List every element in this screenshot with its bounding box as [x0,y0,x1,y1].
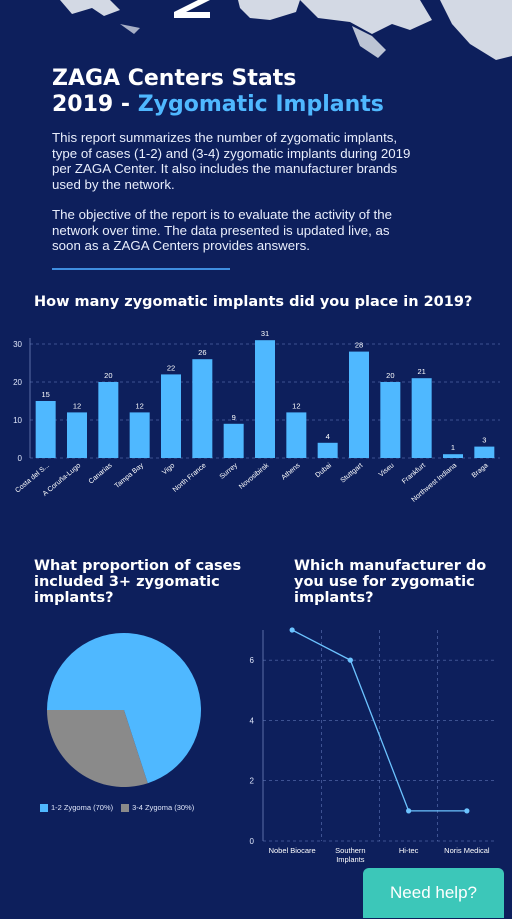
bar-x-tick-label: Novosibirsk [238,462,271,491]
bar-x-tick-label: Stuttgart [340,462,365,484]
question-case-proportion: What proportion of cases included 3+ zyg… [34,558,242,606]
pie-slice [47,633,201,784]
bar-data-label: 4 [326,432,330,441]
zaga-logo [174,0,210,18]
bar-x-tick-label: Canarias [88,462,114,486]
line-y-tick-label: 4 [250,716,255,725]
bar [98,382,119,458]
line-x-tick-label: Nobel Biocare [269,846,316,855]
bar-y-tick-label: 20 [13,378,22,387]
bar [443,454,463,458]
line-x-tick-label: Southern [335,846,365,855]
bar-x-tick-label: Frankfurt [401,462,427,485]
bar-data-label: 26 [198,348,206,357]
world-map-background [60,0,512,60]
line-point [464,808,470,814]
bar [255,340,275,458]
bar-data-label: 3 [482,436,486,445]
bar-data-label: 1 [451,443,455,452]
line-series [291,629,467,812]
bar-x-tick-label: Vigo [161,462,176,476]
bar-x-tick-label: Dubai [314,462,333,479]
bar-data-label: 12 [73,401,81,410]
bar-data-label: 21 [417,367,425,376]
bar-x-tick-label: Braga [471,462,490,479]
bar-x-tick-label: Surrey [219,462,240,481]
intro-paragraph-2: The objective of the report is to evalua… [52,207,392,253]
legend-label-3-4: 3-4 Zygoma (30%) [132,803,195,812]
bar-data-label: 28 [355,341,363,350]
bar-y-tick-label: 30 [13,340,22,349]
line-x-tick-label: Hi-tec [399,846,419,855]
case-proportion-pie-chart [47,633,201,787]
need-help-button[interactable]: Need help? [363,868,504,918]
bar [380,382,401,458]
question-implants-count: How many zygomatic implants did you plac… [34,294,473,310]
line-y-tick-label: 0 [250,837,255,846]
bar [317,442,338,458]
bar-x-tick-label: North France [172,462,208,494]
pie-slice [47,710,148,787]
line-x-tick-label: Noris Medical [444,846,490,855]
bar-data-label: 20 [104,371,112,380]
legend-label-1-2: 1-2 Zygoma (70%) [51,803,114,812]
legend-swatch-3-4 [121,803,130,812]
line-point [406,808,412,814]
legend-item-1-2[interactable]: 1-2 Zygoma (70%) [40,803,113,812]
bar [286,412,307,458]
bar [223,423,244,458]
bar [192,359,213,458]
title-line-2: 2019 - Zygomatic Implants [52,92,472,118]
bar [129,412,150,458]
bar [67,412,87,458]
line-point [289,627,295,633]
bar-x-tick-label: Athens [280,462,302,482]
line-x-tick-label: Implants [336,855,365,864]
legend-item-3-4[interactable]: 3-4 Zygoma (30%) [121,803,194,812]
bar [349,351,369,458]
legend-swatch-1-2 [40,803,48,812]
page-title: ZAGA Centers Stats 2019 - Zygomatic Impl… [52,66,472,118]
bar-x-tick-label: Tampa Bay [114,462,146,490]
bar-data-label: 12 [135,401,143,410]
bar-data-label: 20 [386,371,394,380]
section-divider [52,268,230,270]
bar-y-tick-label: 0 [18,454,23,463]
pie-legend: 1-2 Zygoma (70%) 3-4 Zygoma (30%) [40,803,194,812]
line-y-tick-label: 2 [250,777,255,786]
bar-data-label: 22 [167,363,175,372]
bar-data-label: 31 [261,329,269,338]
bar-data-label: 12 [292,401,300,410]
intro-paragraph-1: This report summarizes the number of zyg… [52,130,411,192]
line-point [347,657,353,663]
bar [35,401,56,458]
title-accent: Zygomatic Implants [137,92,384,117]
title-line-1: ZAGA Centers Stats [52,66,297,91]
bar [411,378,432,458]
bar [161,374,181,458]
line-y-tick-label: 6 [250,656,255,665]
bar-data-label: 15 [41,390,49,399]
question-manufacturer: Which manufacturer do you use for zygoma… [294,558,487,606]
bar-y-tick-label: 10 [13,416,22,425]
title-year: 2019 - [52,92,138,117]
bar-data-label: 9 [232,413,236,422]
bar [474,446,495,458]
bar-x-tick-label: Viseu [378,462,396,479]
